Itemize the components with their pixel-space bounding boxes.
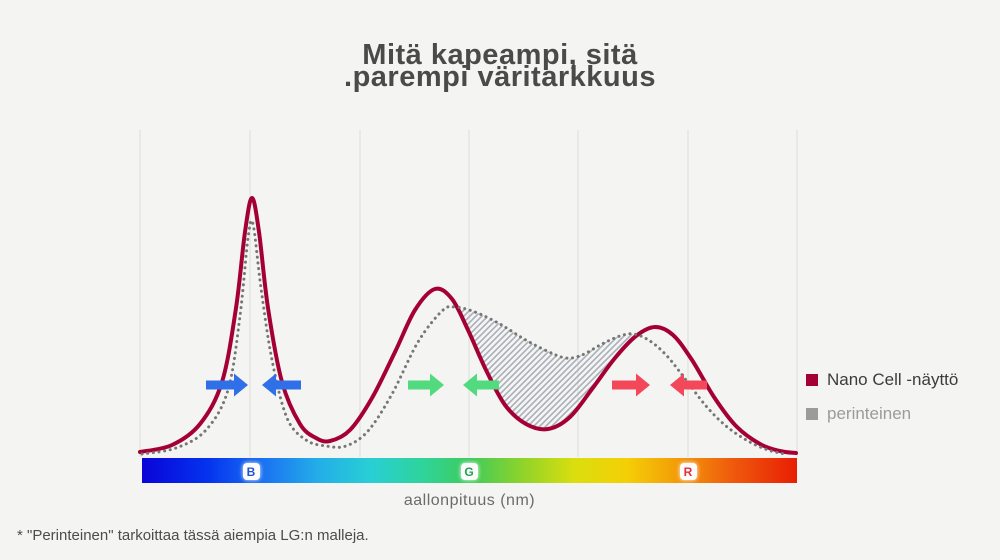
title-line-1: Mitä kapeampi, sitä <box>362 39 638 71</box>
band-badge-red-label: R <box>683 464 693 479</box>
right-arrow-icon <box>408 373 444 397</box>
title-line-2: .parempi väritarkkuus <box>344 61 656 93</box>
band-badge-green: G <box>460 463 478 480</box>
hatch-gap-region <box>453 301 639 430</box>
right-arrow-icon <box>206 373 248 397</box>
left-arrow-icon <box>262 373 301 397</box>
band-badge-red: R <box>679 463 697 480</box>
right-arrow-icon <box>612 373 650 397</box>
x-axis-label: aallonpituus (nm) <box>403 492 536 509</box>
left-arrow-icon <box>463 373 499 397</box>
left-arrow-icon <box>670 373 707 397</box>
legend-label-perinteinen: perinteinen <box>827 404 912 423</box>
legend-item-perinteinen: perinteinen <box>806 404 958 424</box>
page-title: Mitä kapeampi, sitä .parempi väritarkkuu… <box>0 39 1000 93</box>
band-badge-blue: B <box>242 463 260 480</box>
legend-item-nano-cell: Nano Cell -näyttö <box>806 370 958 390</box>
band-badge-green-label: G <box>464 464 474 479</box>
legend-label-nano-cell: Nano Cell -näyttö <box>827 370 959 389</box>
nano-cell-swatch-icon <box>806 374 818 386</box>
curve-perinteinen <box>140 219 787 456</box>
legend: Nano Cell -näyttö perinteinen <box>806 370 958 438</box>
band-badge-blue-label: B <box>246 464 256 479</box>
footnote: * "Perinteinen" tarkoittaa tässä aiempia… <box>17 527 369 544</box>
perinteinen-swatch-icon <box>806 408 818 420</box>
curve-nano-cell <box>138 195 798 455</box>
